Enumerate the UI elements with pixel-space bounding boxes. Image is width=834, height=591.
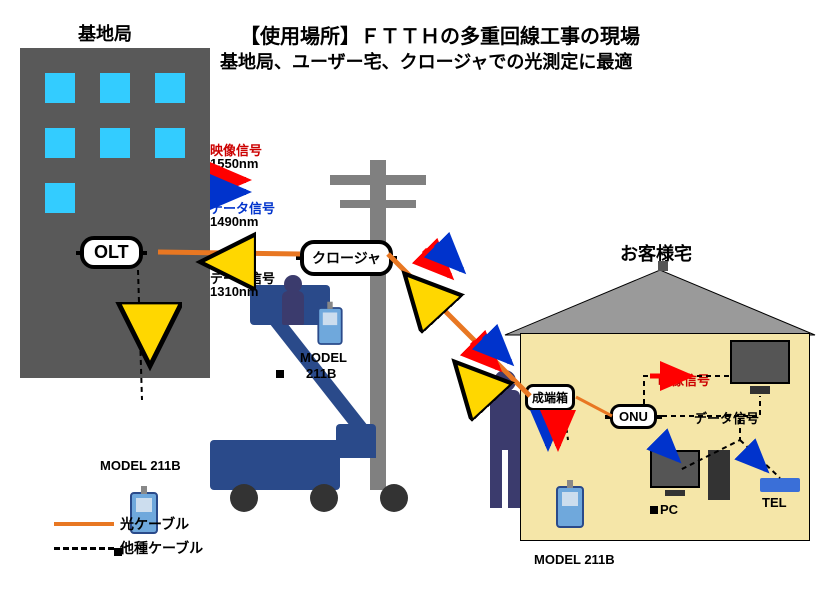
meter-label: MODEL: [300, 350, 347, 365]
window-icon: [45, 183, 75, 213]
title-main: 【使用場所】ＦＴＴＨの多重回線工事の現場: [240, 20, 640, 49]
data-down-nm-label: 1490nm: [210, 214, 258, 229]
olt-node: OLT: [80, 236, 143, 269]
window-icon: [155, 73, 185, 103]
window-icon: [155, 128, 185, 158]
building: [20, 48, 210, 378]
video2-label: 映像信号: [658, 370, 710, 389]
pc-monitor-icon: [650, 450, 700, 488]
meter-icon: [556, 486, 584, 528]
meter-label: MODEL 211B: [534, 552, 615, 567]
pc-tower-icon: [708, 450, 730, 500]
closure-node: クロージャ: [300, 240, 393, 276]
base-station-label: 基地局: [78, 20, 132, 46]
tv-icon: [730, 340, 790, 384]
pc-label: PC: [660, 502, 678, 517]
legend-fiber-icon: [54, 522, 114, 526]
data2-label: データ信号: [694, 408, 759, 427]
pole-crossarm: [330, 175, 426, 185]
pc-stand-icon: [665, 490, 685, 496]
title-sub: 基地局、ユーザー宅、クロージャでの光測定に最適: [220, 48, 632, 74]
pole-crossarm: [340, 200, 416, 208]
tv-stand-icon: [750, 386, 770, 394]
meter-label: MODEL 211B: [100, 458, 181, 473]
video-nm-label: 1550nm: [210, 156, 258, 171]
window-icon: [45, 128, 75, 158]
legend-other-label: 他種ケーブル: [120, 538, 203, 558]
bullet-icon: [650, 506, 658, 514]
term-box-node: 成端箱: [525, 384, 575, 411]
window-icon: [45, 73, 75, 103]
bullet-icon: [276, 370, 284, 378]
tel-icon: [760, 478, 800, 492]
customer-home-label: お客様宅: [620, 240, 692, 266]
bucket-truck: [210, 400, 460, 510]
data-up-nm-label: 1310nm: [210, 284, 258, 299]
window-icon: [100, 128, 130, 158]
meter-icon: [317, 307, 342, 345]
meter-label: 211B: [306, 366, 336, 381]
window-icon: [100, 73, 130, 103]
bullet-icon: [114, 548, 122, 556]
legend: 光ケーブル 他種ケーブル: [54, 514, 203, 558]
onu-node: ONU: [610, 404, 657, 429]
legend-fiber-label: 光ケーブル: [120, 514, 189, 534]
tel-label: TEL: [762, 495, 787, 510]
legend-other-icon: [54, 547, 114, 550]
